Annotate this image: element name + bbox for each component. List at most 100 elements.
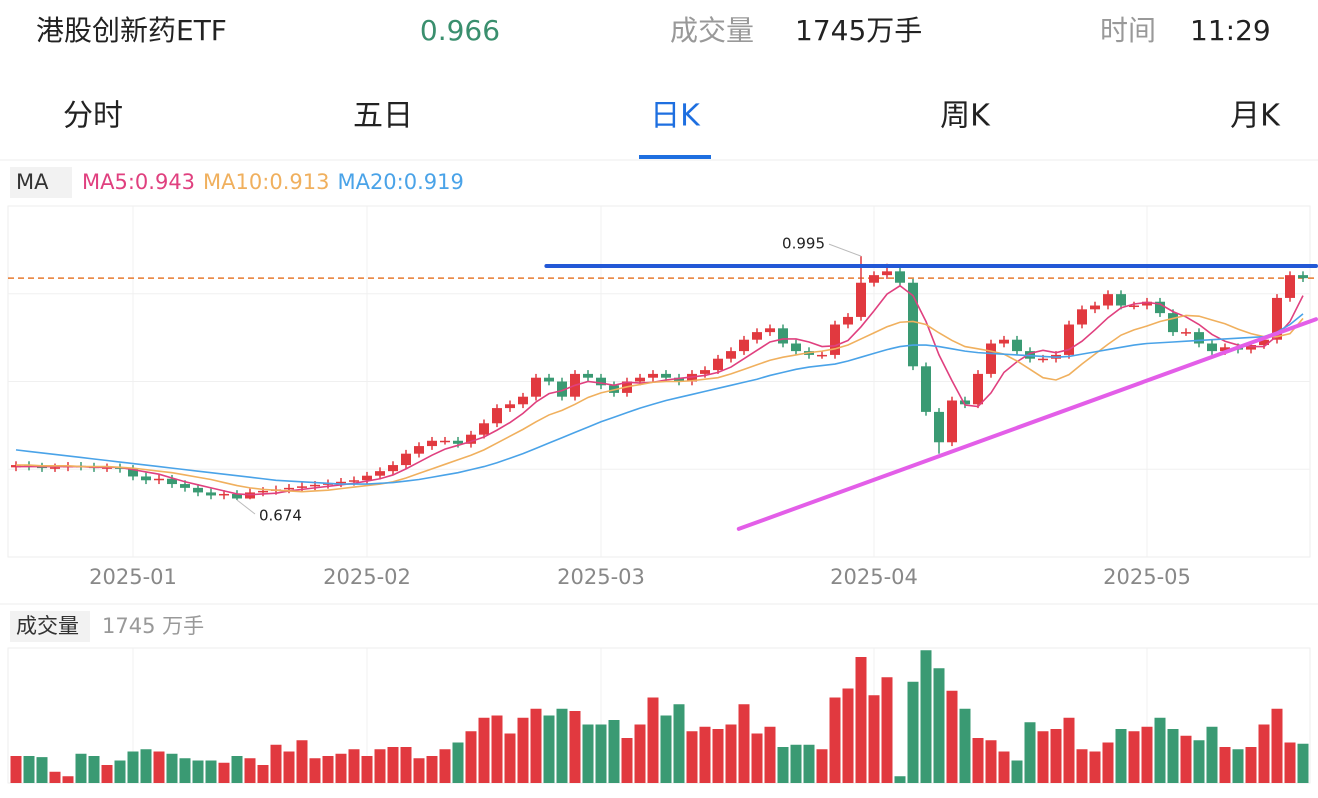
legend-entry: MA20:0.919 xyxy=(337,170,463,194)
volume-bar xyxy=(660,715,672,783)
volume-bar xyxy=(62,776,74,783)
volume-bar xyxy=(270,744,282,783)
volume-bar xyxy=(894,776,906,783)
tab[interactable]: 月K xyxy=(1230,99,1281,134)
volume-bar xyxy=(1050,729,1062,783)
candle-body xyxy=(557,381,567,397)
volume-bar xyxy=(153,751,165,783)
volume-bar xyxy=(959,708,971,783)
volume-bar xyxy=(881,677,893,783)
volume-title: 成交量 xyxy=(16,614,79,638)
candle-body xyxy=(193,487,203,493)
candle-body xyxy=(1129,305,1139,308)
candle-body xyxy=(453,440,463,444)
volume-bar xyxy=(296,740,308,783)
volume-bar xyxy=(1284,742,1296,783)
volume-bar xyxy=(621,738,633,783)
volume-bar xyxy=(647,697,659,783)
candle-body xyxy=(1116,294,1126,306)
volume-bar xyxy=(127,751,139,783)
volume-bar xyxy=(36,757,48,783)
volume-bar xyxy=(1037,731,1049,783)
volume-bar xyxy=(374,749,386,783)
volume-bar xyxy=(1141,726,1153,783)
candle-body xyxy=(934,411,944,443)
trend-line xyxy=(736,317,1318,531)
volume-bar xyxy=(725,724,737,783)
candle-body xyxy=(1298,275,1308,279)
volume-bar xyxy=(699,726,711,783)
candle-body xyxy=(1285,275,1295,298)
volume-bar xyxy=(504,733,516,783)
candle-body xyxy=(843,316,853,325)
volume-bar xyxy=(322,756,334,783)
volume-label: 成交量 xyxy=(670,14,754,47)
volume-bar xyxy=(400,747,412,783)
candle-body xyxy=(388,465,398,472)
volume-bar xyxy=(179,758,191,783)
candle-body xyxy=(414,446,424,454)
candle-body xyxy=(479,423,489,435)
volume-bar xyxy=(829,697,841,783)
x-tick-label: 2025-01 xyxy=(89,565,177,589)
candle-body xyxy=(674,377,684,382)
candle-body xyxy=(427,440,437,447)
time-value: 11:29 xyxy=(1190,14,1271,47)
candle-body xyxy=(739,339,749,352)
volume-bar xyxy=(920,650,932,783)
volume-bar xyxy=(283,751,295,783)
candle-body xyxy=(726,351,736,359)
volume-bar xyxy=(1089,751,1101,783)
candle-body xyxy=(791,343,801,352)
candle-body xyxy=(947,400,957,443)
volume-bar xyxy=(842,688,854,783)
volume-bar xyxy=(413,758,425,783)
x-tick-label: 2025-05 xyxy=(1103,565,1191,589)
tab[interactable]: 周K xyxy=(940,99,991,134)
volume-bar xyxy=(764,726,776,783)
volume-bar xyxy=(205,760,217,783)
volume-value: 1745万手 xyxy=(795,14,922,47)
volume-bar xyxy=(634,724,646,783)
ma-line xyxy=(16,314,1304,493)
volume-bar xyxy=(1193,740,1205,783)
ma-line xyxy=(16,284,1304,496)
volume-bar xyxy=(1232,749,1244,783)
candle-body xyxy=(258,490,268,493)
volume-bar xyxy=(49,771,61,783)
candle-body xyxy=(518,396,528,405)
legend-entry: MA5:0.943 xyxy=(82,170,195,194)
candle-body xyxy=(362,475,372,481)
candle-body xyxy=(960,400,970,405)
candle-body xyxy=(986,343,996,374)
candle-body xyxy=(1077,309,1087,325)
candle-body xyxy=(752,332,762,340)
candle-body xyxy=(895,271,905,283)
volume-bar xyxy=(335,753,347,783)
volume-bar xyxy=(1102,742,1114,783)
volume-bar xyxy=(114,760,126,783)
tab[interactable]: 五日 xyxy=(353,99,413,134)
volume-bar xyxy=(998,751,1010,783)
volume-bar xyxy=(595,724,607,783)
volume-bar xyxy=(1154,717,1166,783)
candle-body xyxy=(232,493,242,499)
legend-entry: MA10:0.913 xyxy=(203,170,329,194)
volume-bar xyxy=(1271,708,1283,783)
tab[interactable]: 日K xyxy=(650,99,701,134)
volume-bar xyxy=(777,747,789,783)
volume-frame xyxy=(7,647,1311,784)
candle-body xyxy=(869,275,879,283)
volume-bar xyxy=(556,708,568,783)
volume-bar xyxy=(257,765,269,783)
volume-bar xyxy=(907,681,919,783)
volume-bar xyxy=(192,760,204,783)
volume-bar xyxy=(686,731,698,783)
candle-body xyxy=(349,480,359,482)
volume-bar xyxy=(1180,735,1192,783)
volume-bar xyxy=(803,744,815,783)
candle-body xyxy=(1168,313,1178,333)
candle-body xyxy=(466,434,476,444)
tab[interactable]: 分时 xyxy=(63,99,123,134)
volume-bar xyxy=(465,731,477,783)
